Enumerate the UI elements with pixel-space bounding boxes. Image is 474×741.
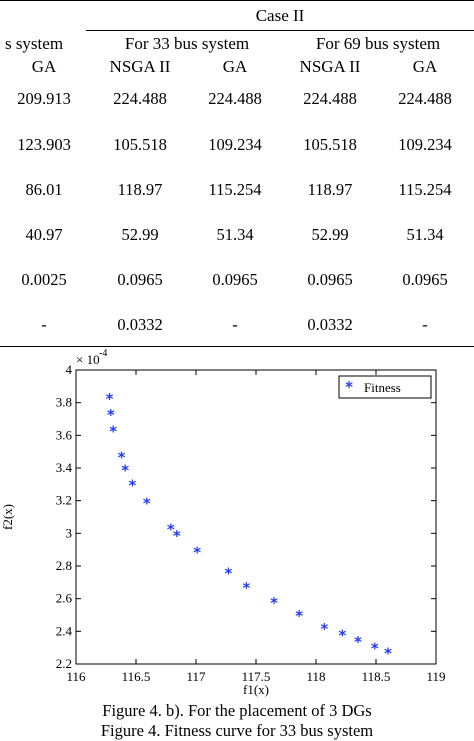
scatter-point: * bbox=[338, 627, 346, 645]
scatter-point: * bbox=[107, 406, 115, 424]
y-tick-label: 3 bbox=[66, 525, 73, 540]
x-tick-label: 119 bbox=[426, 669, 445, 684]
scatter-point: * bbox=[143, 494, 151, 512]
column-header-5: GA bbox=[412, 57, 438, 76]
table-cell: 224.488 bbox=[208, 89, 262, 108]
y-tick-label: 3.6 bbox=[56, 427, 73, 442]
table-cell: 118.97 bbox=[307, 180, 353, 199]
case-underline bbox=[86, 30, 474, 31]
table-cell: 224.488 bbox=[303, 89, 357, 108]
y-tick-label: 4 bbox=[66, 362, 73, 377]
scatter-point: * bbox=[128, 476, 136, 494]
figure-caption-b: Figure 4. b). For the placement of 3 DGs bbox=[102, 701, 372, 720]
column-header-4: NSGA II bbox=[299, 57, 361, 76]
table-cell: 0.0965 bbox=[117, 270, 163, 289]
table-cell: 0.0025 bbox=[21, 270, 67, 289]
scatter-point: * bbox=[106, 390, 114, 408]
table-cell: - bbox=[41, 315, 47, 334]
table-cell: 51.34 bbox=[406, 225, 444, 244]
table-cell: 224.488 bbox=[398, 89, 452, 108]
scatter-point: * bbox=[109, 422, 117, 440]
table-cell: 40.97 bbox=[25, 225, 63, 244]
table-cell: 0.0965 bbox=[212, 270, 258, 289]
figure-caption: Figure 4. Fitness curve for 33 bus syste… bbox=[100, 721, 374, 740]
group-header-2: For 33 bus system bbox=[124, 34, 250, 53]
y-tick-label: 2.2 bbox=[56, 656, 72, 671]
y-axis-label: f2(x) bbox=[0, 504, 15, 530]
scatter-point: * bbox=[224, 565, 232, 583]
scatter-point: * bbox=[371, 640, 379, 658]
table-cell: 118.97 bbox=[117, 180, 163, 199]
y-multiplier-label: × 10 bbox=[76, 352, 100, 367]
table-cell: 123.903 bbox=[17, 135, 71, 154]
table-cell: 105.518 bbox=[303, 135, 357, 154]
scatter-point: * bbox=[384, 645, 392, 663]
legend-box bbox=[338, 375, 432, 399]
table-cell: - bbox=[422, 315, 428, 334]
scatter-point: * bbox=[118, 449, 126, 467]
y-multiplier-exponent: -4 bbox=[99, 348, 107, 359]
table-cell: 115.254 bbox=[208, 180, 262, 199]
table-cell: 115.254 bbox=[398, 180, 452, 199]
table-top-rule bbox=[0, 0, 474, 1]
x-tick-label: 116 bbox=[66, 669, 86, 684]
y-tick-label: 3.4 bbox=[56, 460, 73, 475]
column-header-1: GA bbox=[31, 57, 57, 76]
plot-area bbox=[75, 369, 437, 665]
table-cell: 224.488 bbox=[113, 89, 167, 108]
scatter-point: * bbox=[295, 607, 303, 625]
table-cell: - bbox=[232, 315, 238, 334]
scatter-point: * bbox=[167, 520, 175, 538]
scatter-point: * bbox=[121, 462, 129, 480]
table-cell: 86.01 bbox=[25, 180, 63, 199]
table-cell: 105.518 bbox=[113, 135, 167, 154]
legend: * Fitness bbox=[338, 375, 432, 399]
case-label: Case II bbox=[255, 6, 305, 25]
table-cell: 52.99 bbox=[311, 225, 349, 244]
x-tick-label: 117 bbox=[186, 669, 206, 684]
table-bottom-rule bbox=[0, 346, 474, 347]
column-header-3: GA bbox=[222, 57, 248, 76]
x-axis-label: f1(x) bbox=[243, 682, 269, 697]
group-header-1: s system bbox=[4, 34, 64, 53]
table-cell: 0.0965 bbox=[307, 270, 353, 289]
x-tick-label: 118.5 bbox=[362, 669, 391, 684]
x-tick-label: 117.5 bbox=[242, 669, 271, 684]
scatter-point: * bbox=[270, 594, 278, 612]
scatter-point: * bbox=[242, 579, 250, 597]
x-tick-label: 118 bbox=[306, 669, 325, 684]
y-tick-label: 3.8 bbox=[56, 395, 72, 410]
y-tick-label: 2.8 bbox=[56, 558, 72, 573]
group-header-3: For 69 bus system bbox=[315, 34, 441, 53]
x-tick-label: 116.5 bbox=[122, 669, 151, 684]
table-cell: 52.99 bbox=[121, 225, 159, 244]
scatter-point: * bbox=[320, 620, 328, 638]
y-tick-label: 2.6 bbox=[56, 591, 73, 606]
y-tick-label: 2.4 bbox=[56, 623, 73, 638]
legend-marker: * bbox=[345, 378, 353, 396]
table-cell: 109.234 bbox=[208, 135, 262, 154]
column-header-2: NSGA II bbox=[109, 57, 171, 76]
fitness-scatter-chart: 116 116.5 117 117.5 118 118.5 119 2.2 2.4 2.6 2.8 3… bbox=[0, 348, 446, 697]
table-cell: 51.34 bbox=[216, 225, 254, 244]
scatter-point: * bbox=[354, 633, 362, 651]
table-cell: 209.913 bbox=[17, 89, 71, 108]
y-tick-label: 3.2 bbox=[56, 493, 72, 508]
table-cell: 0.0332 bbox=[117, 315, 163, 334]
scatter-point: * bbox=[173, 527, 181, 545]
table-cell: 0.0332 bbox=[307, 315, 353, 334]
table-cell: 109.234 bbox=[398, 135, 452, 154]
table-cell: 0.0965 bbox=[402, 270, 448, 289]
scatter-point: * bbox=[193, 543, 201, 561]
legend-label: Fitness bbox=[364, 380, 401, 395]
